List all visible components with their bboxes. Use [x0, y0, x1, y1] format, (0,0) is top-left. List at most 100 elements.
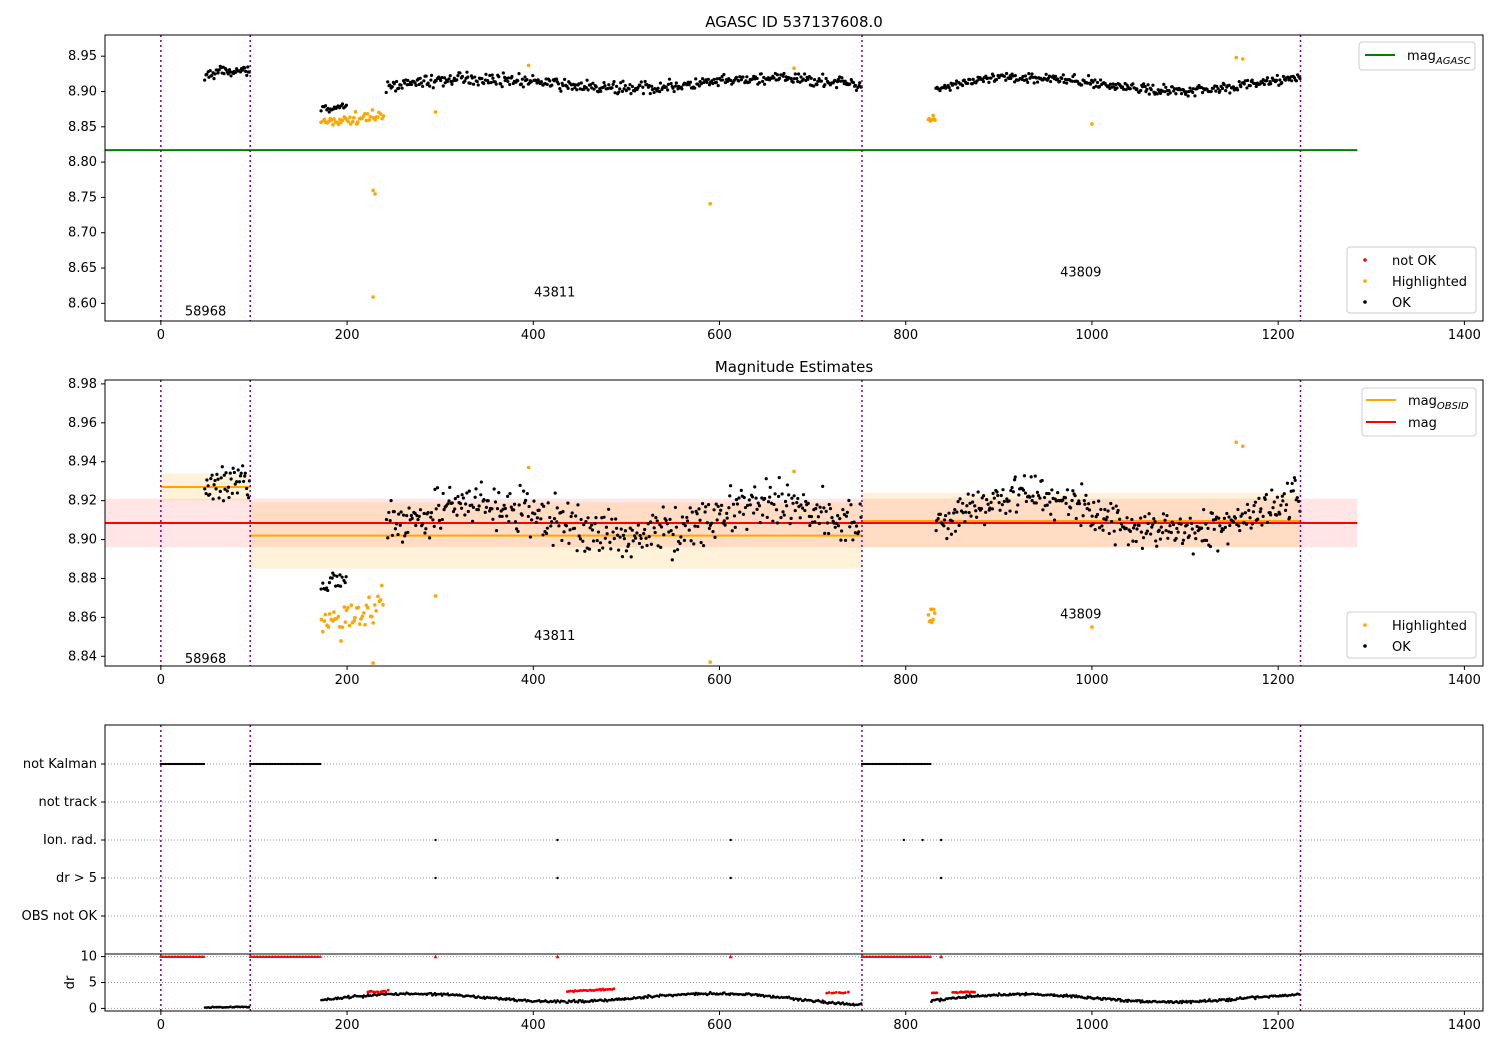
data-point	[406, 78, 410, 83]
data-point	[991, 491, 995, 496]
data-point	[796, 496, 800, 501]
data-point	[1082, 499, 1086, 503]
data-point	[789, 76, 793, 81]
data-point	[1256, 517, 1260, 521]
data-point	[824, 509, 828, 513]
data-point	[627, 542, 631, 546]
data-point	[715, 77, 719, 81]
data-point	[933, 118, 937, 122]
data-point	[952, 990, 956, 994]
data-point	[1240, 512, 1244, 516]
data-point	[563, 1000, 566, 1003]
data-point	[840, 76, 844, 80]
data-point	[1013, 80, 1017, 84]
data-point	[714, 80, 718, 85]
data-point	[1295, 496, 1299, 500]
data-point	[1091, 80, 1095, 84]
data-point	[785, 483, 790, 487]
highlighted-point	[1090, 625, 1094, 629]
data-point	[1135, 87, 1139, 91]
panel-frame	[104, 379, 1484, 667]
data-point	[224, 471, 228, 475]
data-point	[515, 999, 519, 1003]
data-point	[697, 507, 701, 511]
data-point	[322, 117, 327, 122]
data-point	[210, 73, 214, 78]
highlighted-point	[1234, 440, 1239, 445]
y-tick-label: 8.80	[68, 155, 97, 170]
data-point	[1106, 509, 1110, 513]
data-point	[938, 89, 942, 93]
data-point	[1262, 82, 1266, 87]
data-point	[212, 483, 216, 487]
data-point	[1152, 517, 1156, 521]
y-tick-label: 8.95	[68, 49, 97, 64]
data-point	[962, 78, 966, 82]
data-point	[332, 573, 336, 577]
data-point	[1124, 87, 1128, 92]
data-point	[1005, 497, 1009, 501]
data-point	[673, 505, 678, 510]
data-point	[1192, 1000, 1195, 1003]
data-point	[620, 89, 625, 93]
data-point	[815, 503, 819, 507]
flag-point	[556, 838, 559, 842]
data-point	[235, 480, 239, 484]
data-point	[979, 507, 984, 511]
data-point	[365, 111, 370, 116]
data-point	[1119, 522, 1124, 526]
data-point	[1118, 517, 1122, 521]
data-point	[440, 994, 444, 997]
data-point	[384, 990, 388, 994]
y-tick-label: 8.75	[68, 190, 97, 205]
data-point	[719, 508, 723, 512]
data-point	[1249, 526, 1253, 530]
data-point	[986, 502, 990, 506]
data-point	[1144, 531, 1148, 536]
data-point	[659, 525, 664, 529]
data-point	[648, 91, 652, 96]
data-point	[374, 609, 378, 613]
data-point	[614, 517, 618, 521]
data-point	[1164, 528, 1168, 533]
data-point	[762, 82, 767, 86]
data-point	[996, 994, 1000, 997]
x-tick-label: 1200	[1262, 673, 1295, 688]
data-point	[1170, 85, 1174, 89]
data-point	[961, 83, 965, 88]
data-point	[1248, 516, 1252, 520]
data-point	[948, 88, 952, 92]
data-point	[1145, 529, 1149, 533]
data-point	[569, 514, 573, 519]
data-point	[417, 514, 421, 519]
data-point	[773, 492, 777, 496]
data-point	[378, 598, 383, 602]
x-tick-label: 1400	[1448, 673, 1481, 688]
data-point	[1171, 522, 1176, 527]
data-point	[327, 119, 331, 124]
data-point	[214, 487, 218, 491]
x-tick-label: 800	[893, 1018, 918, 1033]
data-point	[754, 496, 758, 500]
data-point	[373, 990, 377, 994]
x-tick-label: 0	[157, 328, 165, 343]
data-point	[226, 1006, 229, 1009]
data-point	[556, 82, 561, 86]
data-point	[395, 79, 399, 84]
x-tick-label: 1400	[1448, 328, 1481, 343]
data-point	[464, 502, 468, 506]
data-point	[1212, 527, 1216, 531]
data-point	[429, 991, 433, 995]
data-point	[545, 526, 549, 530]
data-point	[1265, 520, 1270, 525]
legend-box	[1346, 246, 1477, 314]
data-point	[548, 515, 552, 520]
data-point	[486, 81, 491, 85]
data-point	[1092, 500, 1096, 505]
data-point	[506, 79, 510, 84]
data-point	[621, 533, 626, 537]
saturated-point	[202, 954, 206, 958]
data-point	[394, 89, 398, 93]
flag-point	[939, 838, 943, 842]
data-point	[561, 83, 565, 88]
